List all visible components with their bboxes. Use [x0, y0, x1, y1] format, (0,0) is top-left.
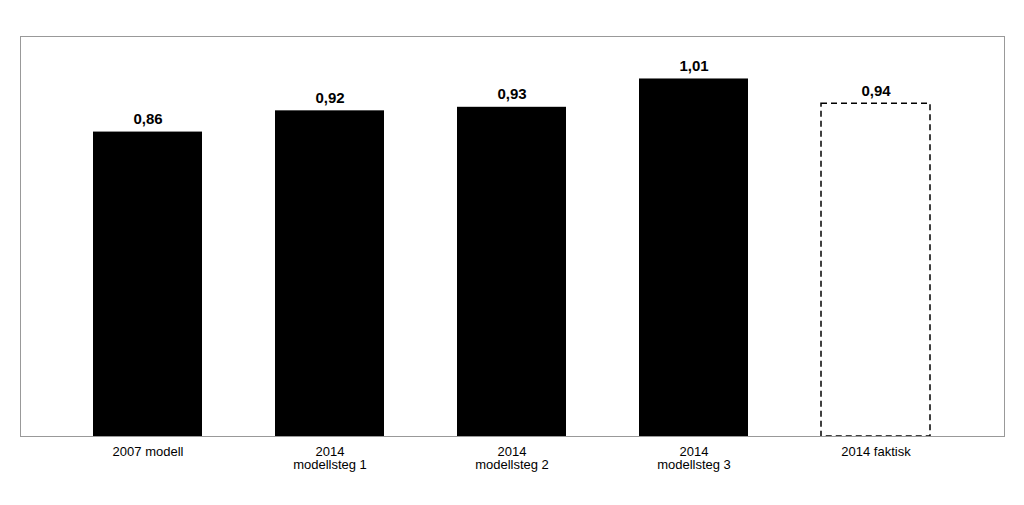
svg-text:0,93: 0,93: [497, 85, 526, 102]
svg-text:2014modellsteg 1: 2014modellsteg 1: [293, 444, 367, 472]
svg-text:2014modellsteg 3: 2014modellsteg 3: [657, 444, 731, 472]
svg-text:0,94: 0,94: [861, 82, 891, 99]
svg-text:0,86: 0,86: [133, 110, 162, 127]
svg-text:2014 faktisk: 2014 faktisk: [841, 444, 911, 459]
svg-text:2014modellsteg 2: 2014modellsteg 2: [475, 444, 549, 472]
svg-text:2007 modell: 2007 modell: [113, 444, 184, 459]
svg-text:0,92: 0,92: [315, 89, 344, 106]
svg-text:1,01: 1,01: [679, 57, 708, 74]
